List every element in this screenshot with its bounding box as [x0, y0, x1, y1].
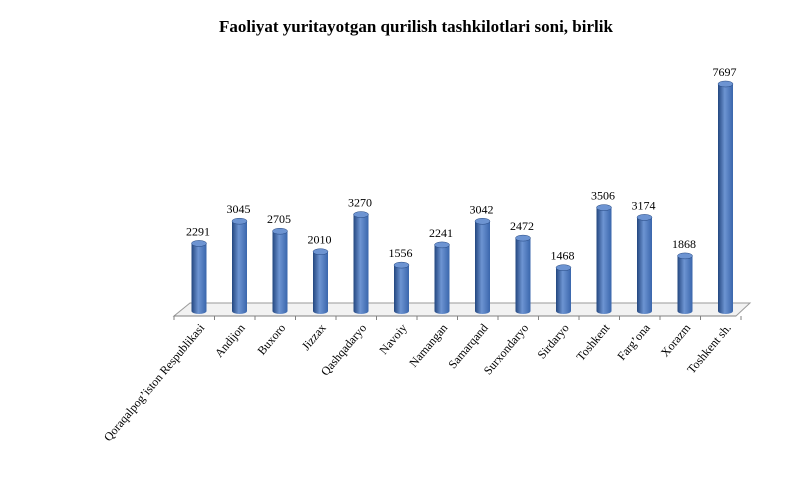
- bar: [434, 241, 450, 314]
- bar: [636, 214, 653, 314]
- category-label: Qoraqalpog’iston Respublikasi: [101, 320, 208, 444]
- bars: [191, 80, 734, 314]
- data-label: 3506: [591, 189, 615, 203]
- category-label: Toshkent: [573, 320, 612, 363]
- category-label: Buxoro: [254, 321, 288, 358]
- bar: [393, 261, 410, 314]
- bar: [231, 217, 248, 314]
- data-label: 7697: [713, 65, 737, 79]
- data-label: 2705: [267, 212, 291, 226]
- bar: [515, 234, 531, 314]
- bar: [596, 204, 612, 314]
- bar: [272, 227, 288, 314]
- category-label: Farg’ona: [614, 320, 653, 363]
- bar: [677, 252, 693, 314]
- bar: [717, 80, 734, 314]
- bar: [191, 240, 207, 314]
- category-label: Andijon: [212, 321, 248, 360]
- data-label: 3042: [470, 202, 494, 216]
- category-labels: Qoraqalpog’iston Respublikasi Andijon Buxo…: [101, 320, 734, 444]
- data-labels: 2291 3045 2705 2010 3270 1556 2241 3042 2472 1468…: [186, 65, 737, 263]
- data-label: 3270: [348, 196, 372, 210]
- category-label: Navoiy: [376, 321, 409, 357]
- bar: [312, 248, 329, 314]
- data-label: 1868: [672, 237, 696, 251]
- bar: [474, 218, 491, 314]
- chart-floor: [172, 302, 752, 320]
- category-label: Namangan: [406, 321, 450, 370]
- data-label: 1556: [389, 246, 413, 260]
- data-label: 1468: [551, 249, 575, 263]
- data-label: 3174: [632, 198, 656, 212]
- bar: [353, 211, 369, 314]
- category-label: Jizzax: [299, 321, 329, 353]
- bar: [555, 264, 572, 314]
- data-label: 2010: [308, 233, 332, 247]
- data-label: 3045: [227, 202, 251, 216]
- chart-title: Faoliyat yuritayotgan qurilish tashkilot…: [219, 17, 613, 36]
- data-label: 2291: [186, 224, 210, 238]
- category-label: Xorazm: [658, 320, 694, 359]
- data-label: 2241: [429, 226, 453, 240]
- category-label: Sirdaryo: [535, 321, 572, 362]
- data-label: 2472: [510, 219, 534, 233]
